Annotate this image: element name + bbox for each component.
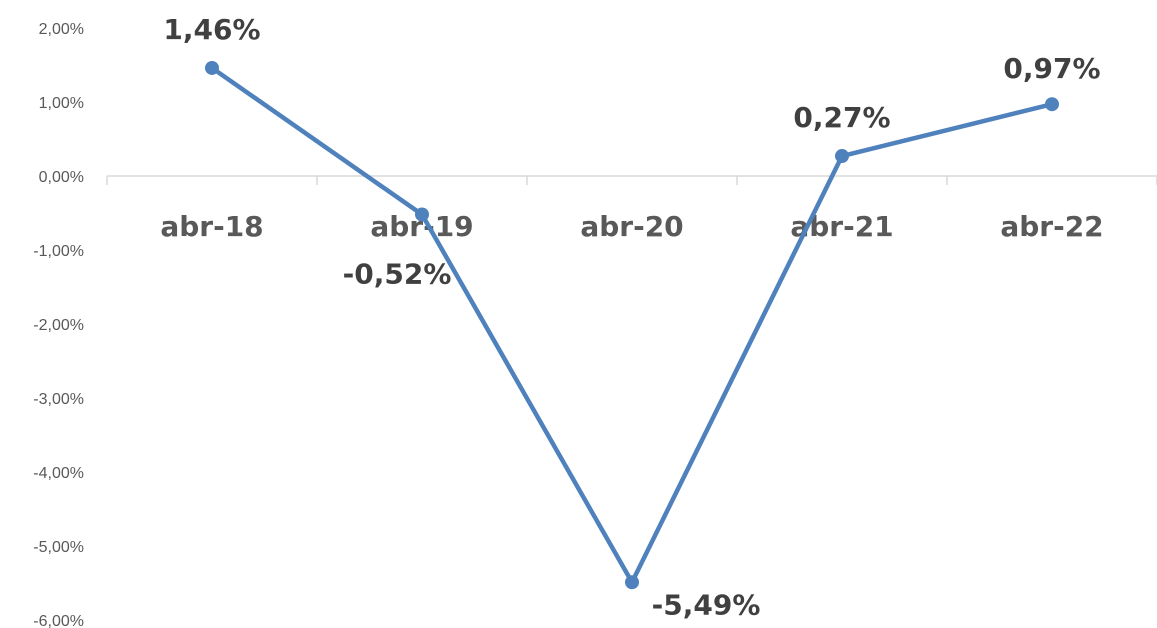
data-point-marker [835,149,849,164]
data-label: 1,46% [163,13,260,46]
data-point-marker [205,60,219,75]
x-axis [106,175,1157,185]
y-tick-label: -3,00% [33,391,84,408]
y-tick-label: -1,00% [33,243,84,260]
data-point-marker [1045,97,1059,112]
x-axis-tick-labels: abr-18 abr-19 abr-20 abr-21 abr-22 [160,210,1103,243]
x-tick-label: abr-20 [580,210,683,243]
data-labels: 1,46% -0,52% -5,49% 0,27% 0,97% [163,13,1100,621]
series-line [209,65,1055,585]
series-layer [205,60,1059,590]
data-label: -5,49% [652,588,761,621]
y-tick-label: -6,00% [33,613,84,628]
data-label: -0,52% [343,257,452,290]
y-tick-label: -5,00% [33,539,84,556]
data-label: 0,97% [1003,52,1100,85]
y-tick-label: 1,00% [39,95,84,112]
data-point-marker [625,575,639,590]
data-point-marker [415,207,429,222]
x-tick-label: abr-18 [160,210,263,243]
y-tick-label: 0,00% [39,169,84,186]
y-tick-label: -4,00% [33,465,84,482]
x-tick-label: abr-22 [1000,210,1103,243]
y-axis-tick-labels: 2,00% 1,00% 0,00% -1,00% -2,00% -3,00% -4,00% -… [33,21,84,628]
y-tick-label: -2,00% [33,317,84,334]
data-label: 0,27% [793,101,890,134]
y-tick-label: 2,00% [39,21,84,38]
